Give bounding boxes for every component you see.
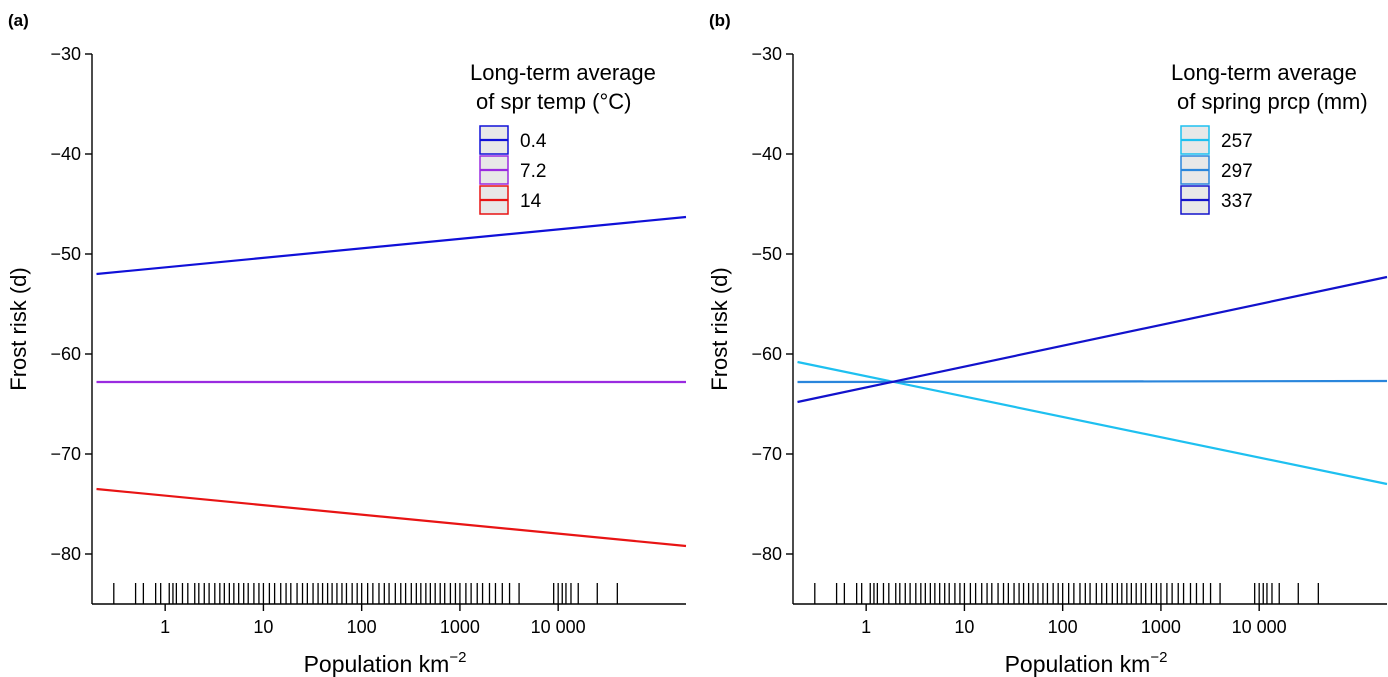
x-axis-label-sup: −2 <box>1150 649 1167 666</box>
legend-label: 7.2 <box>520 161 546 182</box>
panel-label: (b) <box>709 11 731 30</box>
legend-label: 0.4 <box>520 131 547 152</box>
y-axis-label: Frost risk (d) <box>6 267 31 390</box>
y-tick-label: −50 <box>751 244 782 264</box>
y-tick-label: −60 <box>751 344 782 364</box>
series-line-337 <box>797 275 1388 404</box>
legend-label: 257 <box>1221 131 1253 152</box>
y-tick-label: −60 <box>50 344 81 364</box>
legend: Long-term average of spring prcp (mm) 257 2… <box>1171 60 1368 215</box>
legend-label: 14 <box>520 191 542 212</box>
y-tick-label: −30 <box>50 44 81 64</box>
y-tick-label: −80 <box>50 544 81 564</box>
legend-title-line1: Long-term average <box>470 60 656 85</box>
x-axis-label: Population km−2 <box>1005 649 1168 677</box>
x-axis-label-main: Population km <box>304 651 450 677</box>
x-tick-label: 10 <box>954 617 974 637</box>
x-axis-label: Population km−2 <box>304 649 467 677</box>
series-line-14 <box>96 487 687 548</box>
y-tick-label: −70 <box>50 444 81 464</box>
panel-b: (b) −30 −40 −50 −60 −70 −80 1 10 100 1000 10 000 Pop… <box>707 11 1388 677</box>
y-tick-label: −70 <box>751 444 782 464</box>
y-tick-label: −40 <box>50 144 81 164</box>
rug <box>814 583 1319 604</box>
panel-a: (a) −30 −40 −50 −60 −70 −80 1 10 100 1000 10 000 Pop… <box>6 11 687 677</box>
x-axis-label-sup: −2 <box>449 649 466 666</box>
series-line-0.4 <box>96 215 687 276</box>
x-axis-label-main: Population km <box>1005 651 1151 677</box>
y-tick-label: −30 <box>751 44 782 64</box>
x-tick-label: 1000 <box>440 617 480 637</box>
x-tick-label: 100 <box>1048 617 1078 637</box>
x-tick-label: 10 000 <box>531 617 586 637</box>
legend-label: 297 <box>1221 161 1253 182</box>
legend-title-line1: Long-term average <box>1171 60 1357 85</box>
y-axis-label: Frost risk (d) <box>707 267 732 390</box>
x-tick-label: 1 <box>861 617 871 637</box>
y-tick-label: −50 <box>50 244 81 264</box>
legend-title-line2: of spr temp (°C) <box>476 89 632 114</box>
x-tick-label: 1000 <box>1141 617 1181 637</box>
x-tick-label: 100 <box>347 617 377 637</box>
x-tick-label: 1 <box>160 617 170 637</box>
y-tick-label: −80 <box>751 544 782 564</box>
panel-label: (a) <box>8 11 29 30</box>
legend-title-line2: of spring prcp (mm) <box>1177 89 1368 114</box>
legend: Long-term average of spr temp (°C) 0.4 7.2 1… <box>470 60 656 215</box>
x-tick-label: 10 <box>253 617 273 637</box>
y-tick-label: −40 <box>751 144 782 164</box>
series-line-297 <box>797 379 1388 384</box>
legend-label: 337 <box>1221 191 1253 212</box>
x-tick-label: 10 000 <box>1232 617 1287 637</box>
rug <box>113 583 618 604</box>
